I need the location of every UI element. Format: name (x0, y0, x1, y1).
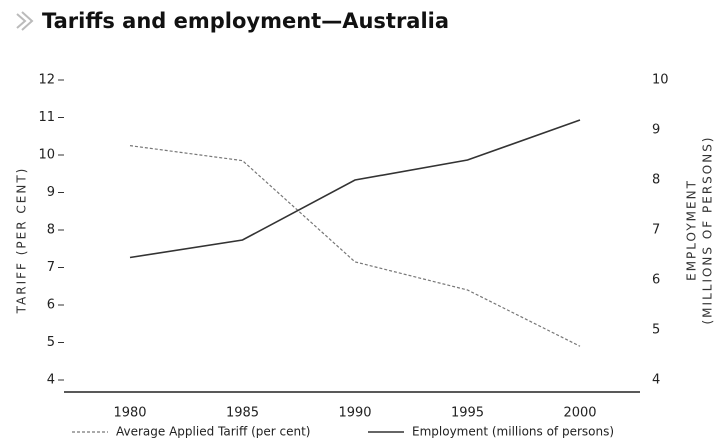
y-tick-label: 5 (47, 335, 55, 350)
x-tick-label: 2000 (563, 406, 596, 421)
y2-tick-label: 4 (652, 373, 660, 388)
y2-tick-label: 10 (652, 73, 669, 88)
y2-tick-label: 6 (652, 273, 660, 288)
legend-label: Employment (millions of persons) (412, 425, 614, 439)
y2-axis-label: (MILLIONS OF PERSONS) (701, 136, 715, 325)
y-tick-label: 9 (47, 185, 55, 200)
y2-tick-label: 7 (652, 223, 660, 238)
y-tick-label: 12 (38, 73, 55, 88)
y2-axis-label: EMPLOYMENT (685, 179, 699, 281)
y-tick-label: 10 (38, 148, 55, 163)
x-tick-label: 1985 (226, 406, 259, 421)
x-tick-label: 1980 (113, 406, 146, 421)
chart-title: Tariffs and employment—Australia (42, 9, 449, 33)
y2-tick-label: 5 (652, 323, 660, 338)
series-line (129, 119, 581, 259)
y-tick-label: 11 (38, 110, 55, 125)
y-tick-label: 4 (47, 373, 55, 388)
series-line (129, 145, 581, 347)
x-tick-label: 1990 (338, 406, 371, 421)
legend-label: Average Applied Tariff (per cent) (116, 425, 310, 439)
y2-tick-label: 8 (652, 173, 660, 188)
y-axis-label: TARIFF (PER CENT) (15, 167, 29, 315)
title-icon (16, 11, 34, 31)
y2-tick-label: 9 (652, 123, 660, 138)
x-tick-label: 1995 (451, 406, 484, 421)
y-tick-label: 7 (47, 260, 55, 275)
y-tick-label: 8 (47, 223, 55, 238)
y-tick-label: 6 (47, 298, 55, 313)
